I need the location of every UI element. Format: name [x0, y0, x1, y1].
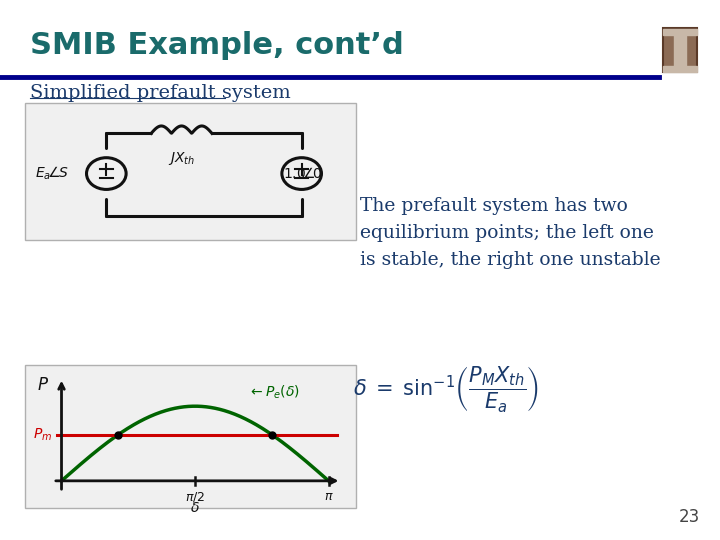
Text: 23: 23	[678, 509, 700, 526]
Text: $\delta$: $\delta$	[190, 501, 200, 515]
Text: $\delta \;=\; \sin^{-1}\!\left(\dfrac{P_M X_{th}}{E_a}\right)$: $\delta \;=\; \sin^{-1}\!\left(\dfrac{P_…	[353, 364, 539, 414]
Bar	[663, 66, 697, 72]
Bar	[25, 364, 356, 508]
Bar	[663, 29, 697, 35]
Text: $\leftarrow P_e(\delta)$: $\leftarrow P_e(\delta)$	[248, 384, 300, 401]
Bar	[663, 29, 697, 72]
Text: $\pi/2$: $\pi/2$	[185, 490, 205, 504]
Text: The prefault system has two
equilibrium points; the left one
is stable, the righ: The prefault system has two equilibrium …	[360, 197, 661, 269]
Text: $P$: $P$	[37, 377, 49, 394]
Text: $\pi$: $\pi$	[324, 490, 333, 503]
Bar	[25, 103, 356, 240]
Bar	[675, 35, 685, 66]
Text: $JX_{th}$: $JX_{th}$	[168, 150, 195, 167]
Text: Simplified prefault system: Simplified prefault system	[30, 84, 291, 102]
Text: $E_a\!\angle\! S$: $E_a\!\angle\! S$	[35, 165, 68, 183]
Text: SMIB Example, cont’d: SMIB Example, cont’d	[30, 31, 404, 60]
Text: $1.0\!\angle\!0$: $1.0\!\angle\!0$	[283, 166, 323, 181]
Text: $P_m$: $P_m$	[33, 427, 53, 443]
